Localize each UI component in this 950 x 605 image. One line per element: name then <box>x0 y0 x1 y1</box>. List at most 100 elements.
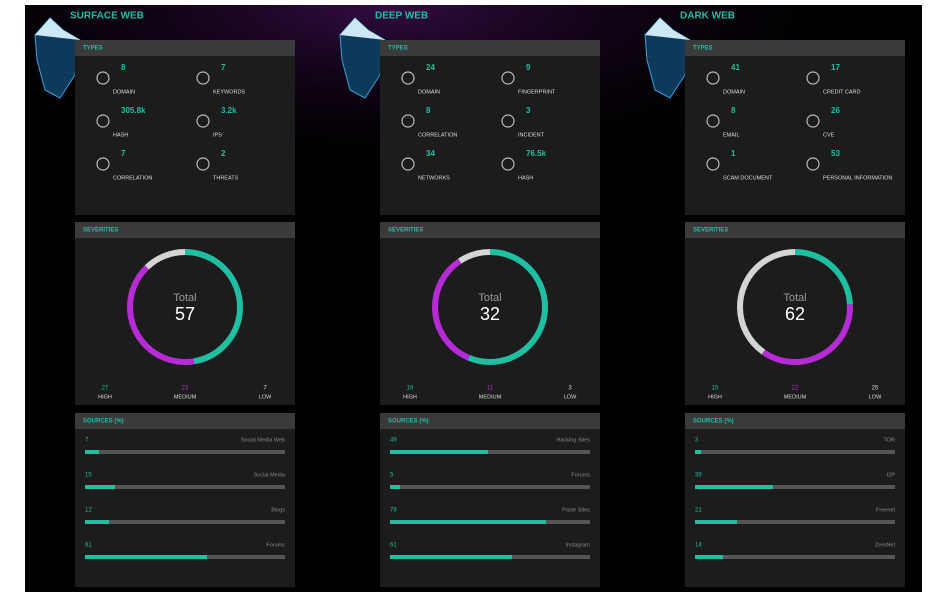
donut-segment <box>127 249 243 365</box>
type-icon <box>196 157 210 171</box>
bar-track <box>390 485 590 489</box>
type-label: IPS <box>213 132 222 138</box>
legend-value: 18 <box>407 386 414 392</box>
legend-name: HIGH <box>708 394 722 400</box>
column-title: DEEP WEB <box>375 11 428 22</box>
type-label: INCIDENT <box>518 132 545 138</box>
type-label: THREATS <box>213 175 239 181</box>
source-label: Blogs <box>271 507 285 513</box>
type-icon <box>96 114 110 128</box>
type-icon <box>96 71 110 85</box>
source-label: Social Media Web <box>241 437 285 443</box>
type-label: CORRELATION <box>418 132 457 138</box>
source-label: Freenet <box>876 507 895 513</box>
type-value: 53 <box>831 149 840 158</box>
source-label: Social Media <box>254 472 286 478</box>
type-label: DOMAIN <box>723 89 745 95</box>
type-label: HASH <box>113 132 128 138</box>
bar-track <box>85 520 285 524</box>
type-value: 34 <box>426 149 435 158</box>
source-label: TOR <box>883 437 895 443</box>
panel-title: TYPES <box>388 46 408 52</box>
bar-track <box>695 520 895 524</box>
legend-value: 23 <box>182 386 189 392</box>
bar <box>85 485 115 489</box>
bar <box>695 520 737 524</box>
legend-name: HIGH <box>98 394 112 400</box>
type-icon <box>196 71 210 85</box>
bar <box>390 520 546 524</box>
panel-header <box>75 40 295 56</box>
type-label: EMAIL <box>723 132 740 138</box>
source-value: 78 <box>390 508 397 514</box>
total-label: Total <box>783 292 806 304</box>
iceberg-tip <box>340 18 385 40</box>
panel-header <box>685 413 905 429</box>
type-value: 1 <box>731 149 736 158</box>
legend-name: LOW <box>564 394 577 400</box>
type-label: CVE <box>823 132 835 138</box>
type-icon <box>706 114 720 128</box>
type-label: HASH <box>518 175 533 181</box>
type-value: 26 <box>831 106 840 115</box>
panel-title: TYPES <box>83 46 103 52</box>
type-label: CREDIT CARD <box>823 89 861 95</box>
bar-track <box>85 485 285 489</box>
source-label: I2P <box>887 472 896 478</box>
source-value: 15 <box>85 473 92 479</box>
type-icon <box>501 157 515 171</box>
source-value: 3 <box>695 438 699 444</box>
type-icon <box>806 157 820 171</box>
donut-segment <box>737 249 853 365</box>
type-value: 17 <box>831 63 840 72</box>
type-icon <box>501 114 515 128</box>
type-value: 3.2k <box>221 106 237 115</box>
type-icon <box>401 71 415 85</box>
bar <box>695 450 701 454</box>
type-icon <box>96 157 110 171</box>
bar-track <box>695 450 895 454</box>
source-label: Instagram <box>566 542 591 548</box>
panel-title: SEVERITIES <box>388 228 423 234</box>
type-label: DOMAIN <box>418 89 440 95</box>
total-value: 32 <box>480 304 500 324</box>
source-label: ZeroNet <box>875 542 895 548</box>
source-value: 7 <box>85 438 89 444</box>
type-value: 2 <box>221 149 226 158</box>
type-value: 305.8k <box>121 106 146 115</box>
legend-name: LOW <box>259 394 272 400</box>
source-value: 14 <box>695 543 702 549</box>
type-value: 24 <box>426 63 435 72</box>
bar <box>85 555 207 559</box>
legend-value: 11 <box>487 386 494 392</box>
legend-value: 25 <box>872 386 879 392</box>
bar <box>695 555 723 559</box>
bar <box>390 555 512 559</box>
panel-header <box>380 413 600 429</box>
source-value: 21 <box>695 508 702 514</box>
column-title: DARK WEB <box>680 11 735 22</box>
legend-value: 7 <box>263 386 267 392</box>
bar <box>695 485 773 489</box>
type-icon <box>501 71 515 85</box>
legend-name: MEDIUM <box>784 394 807 400</box>
type-label: KEYWORDS <box>213 89 245 95</box>
panel-title: SOURCES (%) <box>693 419 734 425</box>
bar-track <box>695 485 895 489</box>
column-title: SURFACE WEB <box>70 11 144 22</box>
legend-value: 3 <box>568 386 572 392</box>
type-label: PERSONAL INFORMATION <box>823 175 892 181</box>
legend-value: 22 <box>792 386 799 392</box>
source-value: 5 <box>390 473 394 479</box>
panel-title: TYPES <box>693 46 713 52</box>
panel-title: SOURCES (%) <box>388 419 429 425</box>
source-value: 39 <box>695 473 702 479</box>
total-value: 57 <box>175 304 195 324</box>
donut-segment <box>127 249 243 365</box>
type-label: CORRELATION <box>113 175 152 181</box>
bar <box>390 485 400 489</box>
source-label: Hacking Sites <box>556 437 590 443</box>
bar <box>85 520 109 524</box>
type-icon <box>401 114 415 128</box>
donut-segment <box>432 249 548 365</box>
